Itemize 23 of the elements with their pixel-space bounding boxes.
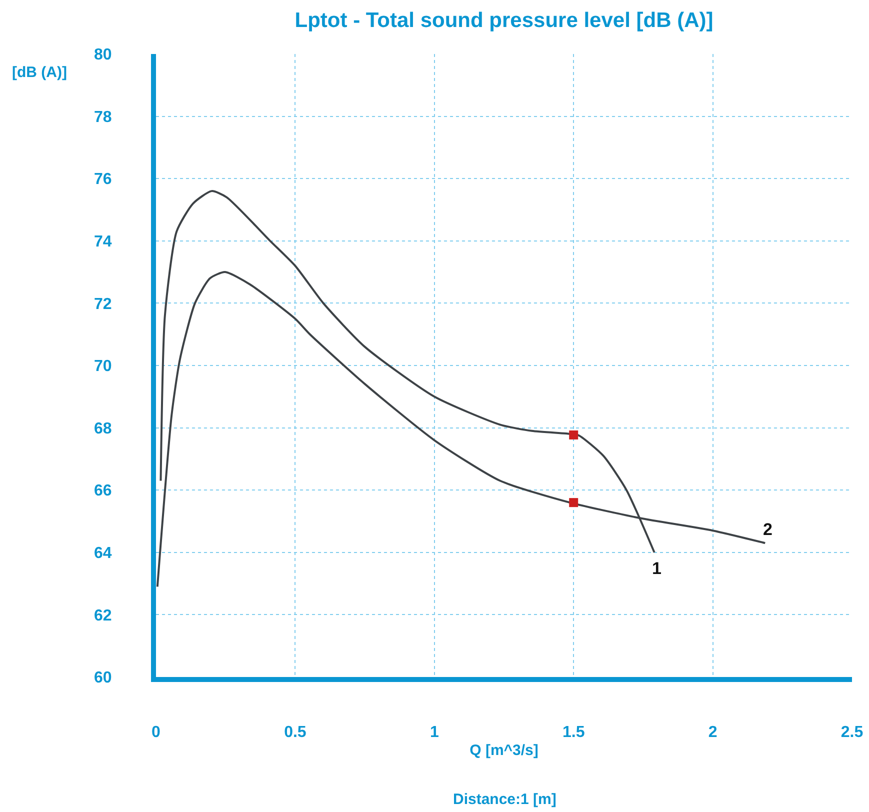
y-tick-label: 78 [94,108,112,126]
y-tick-label: 70 [94,358,112,376]
x-axis-title: Q [m^3/s] [470,742,538,760]
x-tick-label: 0 [152,724,161,742]
y-axis-title: [dB (A)] [12,64,67,81]
text: Distance:1 [m] [453,791,556,808]
y-tick-label: 64 [94,545,112,562]
y-tick-label: 80 [94,46,112,64]
x-tick-label: 1 [430,724,439,742]
x-tick-label: 2.5 [840,724,864,742]
x-tick-label: 1.5 [562,724,585,742]
x-tick-label: 2 [708,724,718,742]
x-tick-label: 0.5 [284,724,306,742]
series-label: 1 [652,559,662,578]
y-tick-label: 60 [94,670,112,687]
y-tick-label: 66 [94,482,112,500]
series-label: 2 [763,520,772,539]
chart-title: Lptot - Total sound pressure level [dB (A)] [294,8,714,32]
y-tick-label: 74 [94,234,112,250]
y-tick-label: 62 [94,607,112,624]
y-tick-label: 72 [94,296,112,313]
y-tick-label: 68 [94,420,112,438]
y-tick-label: 76 [94,171,112,188]
